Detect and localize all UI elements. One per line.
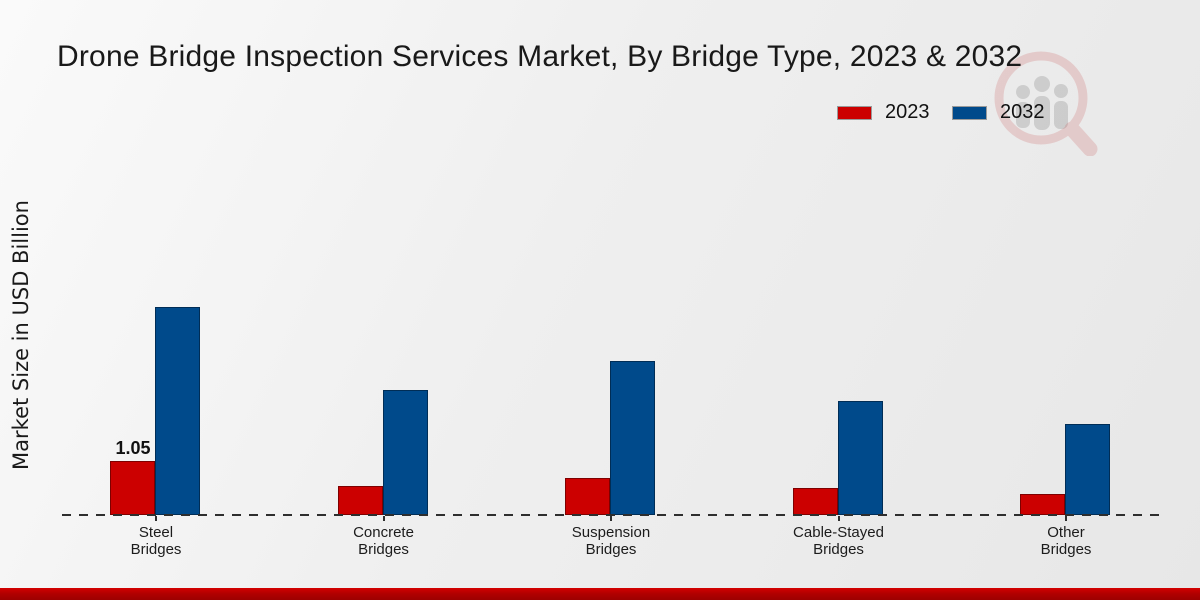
legend-swatch-2032 — [952, 105, 987, 120]
x-tick-label-concrete-bridges: Concrete Bridges — [353, 524, 414, 558]
bar-2023-concrete-bridges — [337, 486, 383, 515]
legend-item-2023: 2023 — [837, 101, 930, 124]
x-tick-label-suspension-bridges: Suspension Bridges — [571, 524, 651, 558]
chart-title: Drone Bridge Inspection Services Market,… — [57, 40, 1023, 73]
x-tick-suspension-bridges — [610, 516, 612, 521]
bar-2032-steel-bridges — [155, 307, 200, 515]
bar-2032-suspension-bridges — [610, 361, 655, 515]
bar-value-label-2023-steel-bridges: 1.05 — [115, 438, 151, 458]
footer-bar — [0, 588, 1200, 600]
x-tick-other-bridges — [1065, 516, 1067, 521]
legend-label-2032: 2032 — [1000, 101, 1045, 123]
watermark-magnifier-icon — [994, 51, 1098, 156]
bar-2023-steel-bridges — [110, 461, 155, 515]
x-tick-steel-bridges — [155, 516, 157, 521]
bar-2023-other-bridges — [1020, 494, 1065, 515]
legend-item-2032: 2032 — [952, 101, 1045, 124]
bar-2032-concrete-bridges — [382, 390, 428, 515]
x-tick-label-other-bridges: Other Bridges — [1040, 524, 1092, 558]
bar-2023-cable-stayed-bridges — [792, 488, 838, 515]
bar-2032-other-bridges — [1065, 424, 1110, 515]
x-tick-label-cable-stayed-bridges: Cable-Stayed Bridges — [793, 524, 884, 558]
bar-2023-suspension-bridges — [565, 478, 610, 515]
bar-2032-cable-stayed-bridges — [837, 401, 883, 515]
x-tick-concrete-bridges — [382, 516, 385, 521]
x-tick-cable-stayed-bridges — [837, 516, 840, 521]
x-tick-label-steel-bridges: Steel Bridges — [130, 524, 182, 558]
x-axis-baseline — [62, 514, 1159, 516]
legend-swatch-2023 — [837, 105, 872, 120]
watermark-people-bars-icon — [1016, 76, 1068, 130]
legend-label-2023: 2023 — [885, 101, 930, 123]
brand-watermark — [994, 51, 1098, 156]
